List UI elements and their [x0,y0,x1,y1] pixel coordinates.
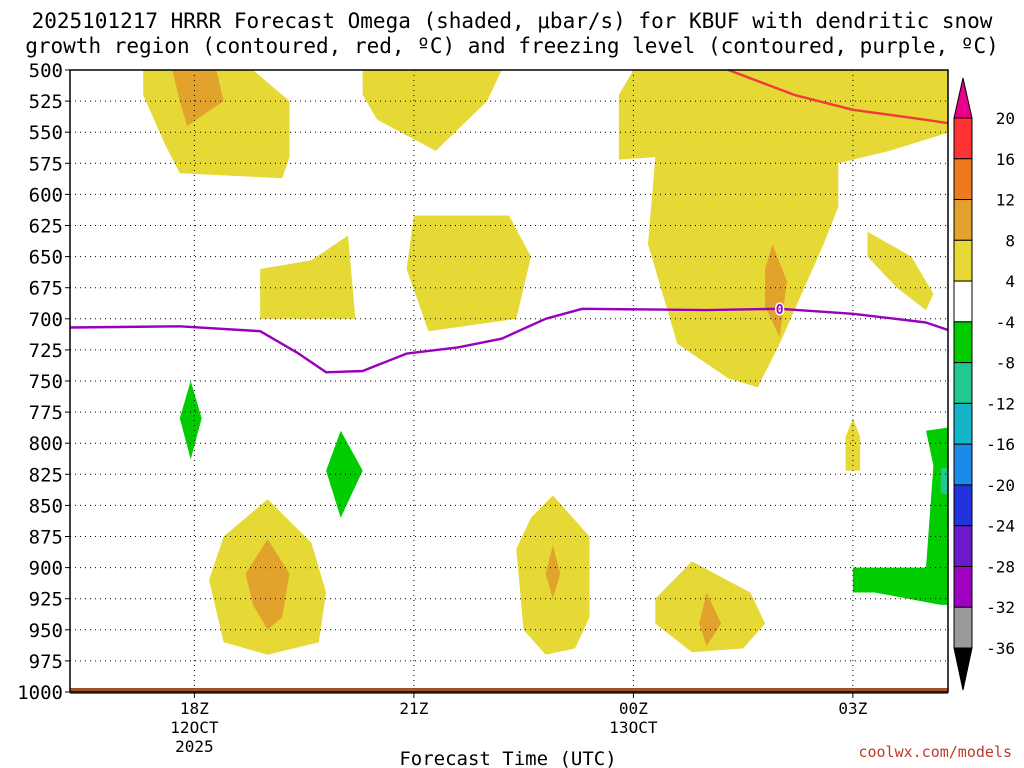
colorbar-swatch [953,239,973,282]
y-tick-label: 625 [29,216,63,238]
colorbar-swatch [953,321,973,364]
gridlines [70,70,948,692]
colorbar-swatch [953,484,973,527]
colorbar-swatch [953,77,973,119]
y-tick-label: 875 [29,527,63,549]
colorbar-label: 4 [1005,272,1015,291]
dendritic-growth-contour [728,70,948,125]
colorbar-swatch [953,647,973,691]
colorbar-label: -4 [996,313,1015,332]
attribution-text: coolwx.com/models [858,743,1012,761]
colorbar-label: -36 [986,639,1015,658]
y-tick-label: 500 [29,60,63,82]
y-tick-label: 900 [29,558,63,580]
colorbar-label: -16 [986,435,1015,454]
contour-lines: 00 [70,70,948,374]
x-axis-label: Forecast Time (UTC) [399,748,616,768]
colorbar-label: 8 [1005,231,1015,250]
colorbar-swatch [953,117,973,160]
x-tick-label: 18Z [180,699,209,718]
colorbar: 20 16 12 8 4 -4 -8 -12 -16 -20 -24 -28 -32 -36 [953,77,1015,691]
x-tick-label: 2025 [175,737,214,756]
colorbar-label: 20 [996,109,1015,128]
y-tick-label: 575 [29,153,63,175]
omega-region [406,215,531,332]
y-tick-label: 925 [29,589,63,611]
y-tick-label: 975 [29,651,63,673]
omega-region [765,244,787,338]
omega-region [545,545,561,599]
colorbar-label: -28 [986,557,1015,576]
colorbar-swatch [953,565,973,608]
time-axis: 18Z12OCT202521Z00Z13OCT03Z06Z09Z [170,692,868,756]
ground-surface-bar [70,688,948,694]
colorbar-swatch [953,606,973,649]
omega-region [845,418,861,471]
colorbar-label: 16 [996,150,1015,169]
freezing-level-label: 0 [776,303,784,318]
y-tick-label: 725 [29,340,63,362]
y-tick-label: 600 [29,184,63,206]
freezing-level-contour [70,307,948,374]
y-tick-label: 1000 [17,682,63,704]
omega-region [260,235,356,319]
omega-region [172,70,224,126]
x-tick-label: 12OCT [170,718,219,737]
colorbar-swatch [953,525,973,567]
y-tick-label: 775 [29,402,63,424]
x-tick-label: 13OCT [609,718,658,737]
y-tick-label: 850 [29,495,63,517]
colorbar-label: -12 [986,394,1015,413]
omega-region [326,430,363,518]
pressure-axis: 500 525 550 575 600 625 650 675 700 725 750 775 800 8… [17,60,70,704]
colorbar-swatch [953,280,973,323]
colorbar-label: -20 [986,476,1015,495]
colorbar-swatch [953,362,973,404]
y-tick-label: 800 [29,433,63,455]
chart-title-line1: 2025101217 HRRR Forecast Omega (shaded, … [31,9,993,33]
x-tick-label: 21Z [399,699,428,718]
y-tick-label: 550 [29,122,63,144]
y-tick-label: 750 [29,371,63,393]
x-tick-label: 03Z [838,699,867,718]
omega-region [699,592,722,646]
colorbar-label: -8 [996,354,1015,373]
x-tick-label: 00Z [619,699,648,718]
colorbar-swatch [953,402,973,445]
omega-region [940,468,948,496]
omega-region [245,539,290,630]
omega-shading [143,70,948,655]
colorbar-label: -24 [986,517,1015,536]
y-tick-label: 825 [29,464,63,486]
omega-region [179,381,202,460]
omega-region [362,70,502,151]
y-tick-label: 700 [29,309,63,331]
y-tick-label: 675 [29,278,63,300]
colorbar-swatch [953,443,973,486]
colorbar-label: 12 [996,191,1015,210]
colorbar-swatch [953,158,973,201]
colorbar-label: -32 [986,598,1015,617]
y-tick-label: 525 [29,91,63,113]
colorbar-swatch [953,199,973,241]
omega-region [867,231,934,311]
y-tick-label: 950 [29,620,63,642]
omega-region [618,70,948,388]
omega-region [852,427,948,605]
y-tick-label: 650 [29,247,63,269]
chart-title-line2: growth region (contoured, red, ºC) and f… [25,34,999,58]
